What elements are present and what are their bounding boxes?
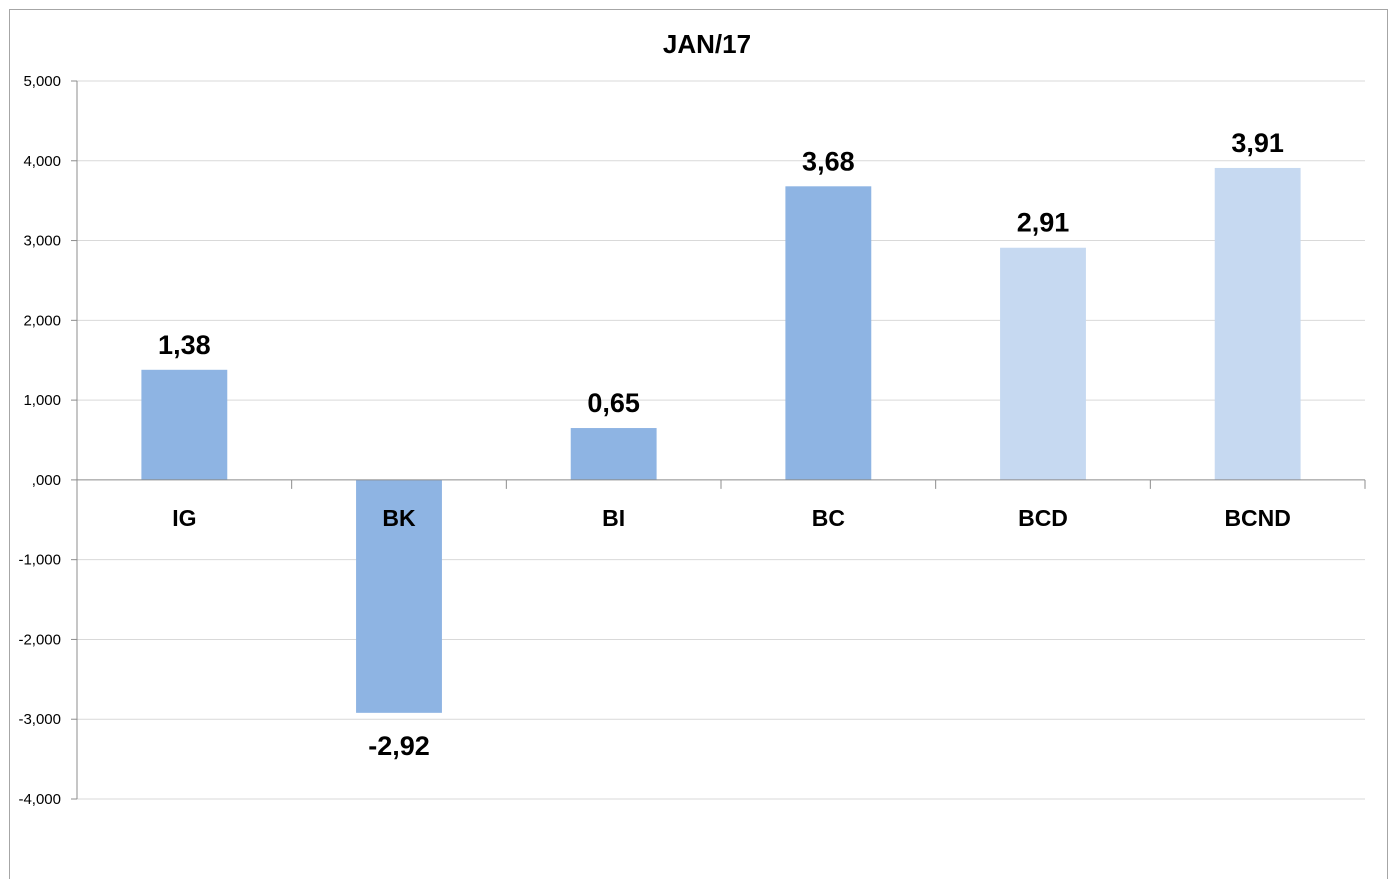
axes	[71, 80, 1366, 800]
bar-bk	[356, 479, 442, 713]
bar-ig	[141, 369, 228, 480]
y-tick-label: 3,000	[23, 233, 61, 250]
category-label: BCD	[1018, 505, 1068, 531]
bars	[141, 167, 1301, 713]
data-label: 1,38	[158, 330, 211, 360]
data-label: 2,91	[1017, 208, 1070, 238]
bar-bcd	[1000, 247, 1086, 480]
gridlines	[77, 80, 1365, 800]
category-label: BK	[382, 505, 416, 531]
category-label: BC	[812, 505, 845, 531]
labels: 5,000 4,000 3,000 2,000 1,000 ,000 -1,000 -2,00…	[18, 73, 1290, 808]
y-tick-label: 5,000	[23, 73, 61, 90]
category-label: BCND	[1224, 505, 1290, 531]
y-tick-label: -3,000	[18, 711, 61, 728]
y-tick-label: 4,000	[23, 153, 61, 170]
data-label: -2,92	[368, 731, 430, 761]
y-tick-label: 1,000	[23, 392, 61, 409]
bar-bc	[785, 186, 872, 480]
data-label: 3,91	[1231, 128, 1284, 158]
category-label: BI	[602, 505, 625, 531]
bar-bi	[570, 428, 657, 480]
y-tick-label: ,000	[32, 472, 61, 489]
y-tick-label: 2,000	[23, 312, 61, 329]
chart-frame	[9, 9, 1388, 879]
y-tick-label: -2,000	[18, 631, 61, 648]
chart-title: JAN/17	[663, 29, 751, 59]
y-tick-label: -4,000	[18, 791, 61, 808]
data-label: 3,68	[802, 146, 855, 176]
category-label: IG	[172, 505, 196, 531]
y-tick-label: -1,000	[18, 552, 61, 569]
bar-bcnd	[1214, 167, 1301, 480]
data-label: 0,65	[587, 388, 640, 418]
